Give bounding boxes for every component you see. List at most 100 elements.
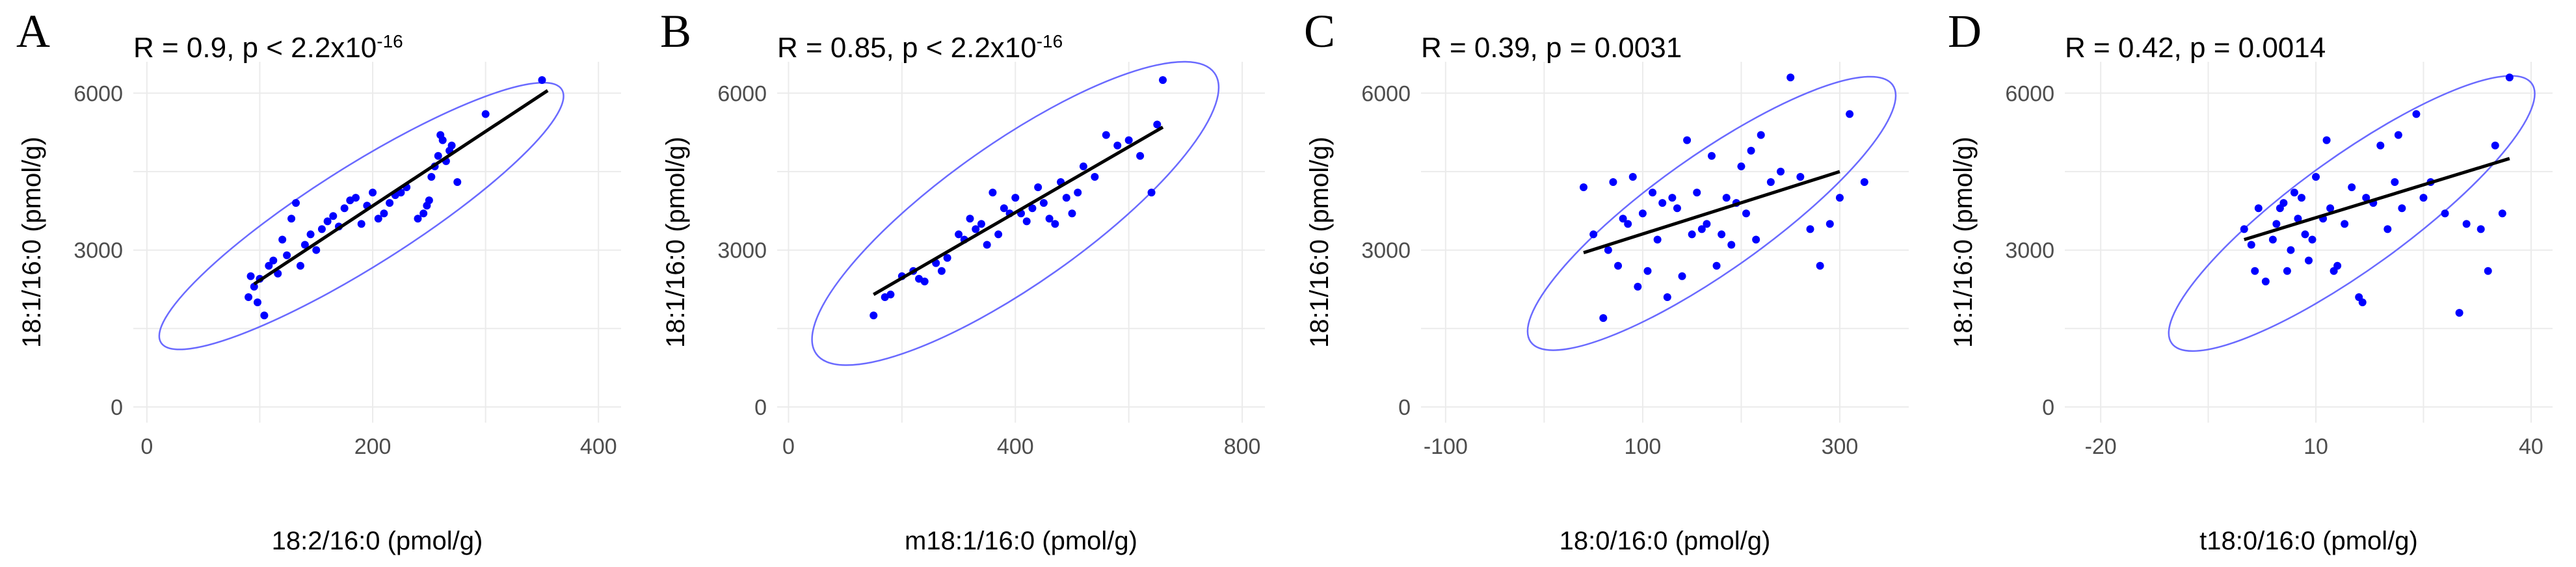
- y-axis-label: 18:1/16:0 (pmol/g): [1949, 137, 1978, 348]
- data-point: [937, 267, 946, 275]
- data-point: [2294, 215, 2302, 223]
- data-point: [2358, 298, 2367, 306]
- data-point: [380, 209, 388, 218]
- data-point: [1011, 194, 1020, 202]
- x-axis-label: t18:0/16:0 (pmol/g): [2199, 527, 2418, 555]
- data-point: [2305, 256, 2313, 265]
- data-point: [1747, 146, 1755, 155]
- data-point: [2462, 220, 2471, 228]
- data-point: [246, 272, 255, 280]
- confidence-ellipse: [811, 60, 1220, 366]
- data-point: [977, 220, 985, 228]
- data-point: [1599, 314, 1608, 323]
- data-point: [1683, 136, 1692, 144]
- data-point: [2412, 110, 2421, 118]
- data-point: [425, 196, 433, 205]
- data-point: [386, 199, 394, 207]
- data-point: [250, 282, 258, 291]
- data-point: [1649, 189, 1657, 197]
- data-point: [245, 293, 253, 301]
- data-point: [283, 251, 291, 259]
- data-point: [1722, 194, 1731, 202]
- data-point: [427, 172, 436, 181]
- data-point: [253, 298, 261, 306]
- data-point: [1589, 230, 1598, 239]
- data-point: [1766, 178, 1775, 186]
- data-point: [2268, 235, 2277, 244]
- data-point: [2326, 204, 2335, 213]
- data-point: [414, 215, 422, 223]
- data-point: [1022, 217, 1031, 226]
- data-point: [1604, 246, 1612, 254]
- regression-line: [2244, 157, 2510, 241]
- data-point: [2301, 230, 2309, 239]
- data-point: [1034, 183, 1042, 192]
- data-point: [306, 230, 315, 239]
- data-point: [1079, 162, 1087, 170]
- data-point: [886, 290, 895, 298]
- data-point: [287, 215, 296, 223]
- data-point: [2376, 141, 2385, 150]
- data-point: [369, 189, 377, 197]
- data-point: [2505, 73, 2514, 82]
- data-point: [870, 311, 878, 320]
- data-point: [2476, 225, 2485, 233]
- x-tick-label: 40: [2519, 434, 2543, 459]
- y-tick-label: 3000: [1361, 239, 1411, 263]
- data-point: [1113, 141, 1122, 150]
- x-axis-label: 18:0/16:0 (pmol/g): [1560, 527, 1771, 555]
- data-point: [2491, 141, 2499, 150]
- panel-c: C R = 0.39, p = 0.0031 18:0/16:0 (pmol/g…: [1304, 5, 1909, 555]
- data-point: [1707, 152, 1716, 160]
- x-tick-label: 800: [1224, 434, 1261, 459]
- data-point: [447, 141, 456, 150]
- x-tick-label: 300: [1822, 434, 1859, 459]
- x-axis-label: 18:2/16:0 (pmol/g): [272, 527, 483, 555]
- data-point: [1678, 272, 1686, 280]
- data-point: [2308, 235, 2317, 244]
- data-point: [1673, 204, 1681, 213]
- data-point: [1609, 178, 1617, 186]
- data-point: [1737, 162, 1746, 170]
- data-point: [994, 230, 1003, 239]
- data-point: [1045, 215, 1054, 223]
- data-point: [2441, 209, 2449, 218]
- data-point: [1624, 220, 1632, 228]
- data-point: [1580, 183, 1587, 192]
- data-point: [1757, 131, 1765, 139]
- data-point: [2272, 220, 2281, 228]
- data-point: [1703, 220, 1711, 228]
- y-tick-label: 0: [2042, 395, 2054, 420]
- data-point: [538, 76, 546, 85]
- data-point: [481, 110, 490, 118]
- data-point: [2312, 172, 2320, 181]
- data-point: [1693, 189, 1701, 197]
- data-point: [352, 194, 360, 202]
- data-point: [2247, 241, 2255, 249]
- data-point: [2283, 267, 2291, 275]
- data-point: [374, 215, 382, 223]
- y-tick-label: 6000: [73, 81, 123, 106]
- y-axis-label: 18:1/16:0 (pmol/g): [1305, 137, 1334, 348]
- data-point: [1643, 267, 1652, 275]
- data-point: [2279, 199, 2288, 207]
- data-point: [2333, 261, 2342, 270]
- data-point: [2261, 277, 2270, 285]
- data-point: [300, 241, 309, 249]
- data-point: [1668, 194, 1677, 202]
- data-point: [278, 235, 287, 244]
- y-tick-label: 0: [754, 395, 767, 420]
- data-point: [2251, 267, 2259, 275]
- data-point: [1718, 230, 1726, 239]
- x-tick-label: 400: [580, 434, 617, 459]
- confidence-ellipse: [2168, 75, 2536, 352]
- data-point: [357, 220, 365, 228]
- confidence-ellipse: [158, 81, 564, 350]
- y-tick-label: 3000: [2005, 239, 2054, 263]
- data-point: [312, 246, 321, 254]
- x-tick-label: 200: [354, 434, 392, 459]
- regression-line: [253, 89, 549, 285]
- data-point: [2419, 194, 2428, 202]
- y-tick-label: 3000: [73, 239, 123, 263]
